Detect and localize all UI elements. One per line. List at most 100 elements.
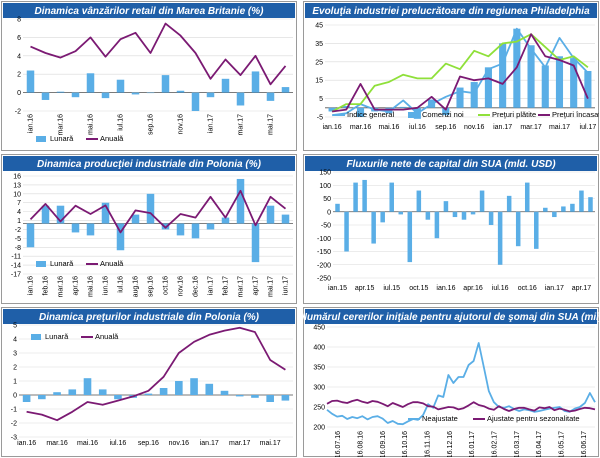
phila-industry-bar (328, 107, 336, 112)
pl-producer-prices-title-bar (3, 309, 295, 324)
pl-industrial-production-xtick: ian.16 (28, 276, 35, 295)
us-jobless-claims-xtick: 16.11.16 (425, 431, 432, 457)
uk-retail-bar (251, 71, 260, 93)
pl-industrial-production-ytick: 7 (17, 200, 21, 207)
us-capital-flows-bar (506, 195, 512, 212)
pl-industrial-production-bar (221, 217, 230, 224)
us-capital-flows-title: Fluxurile nete de capital din SUA (mld. … (346, 159, 556, 170)
pl-industrial-production-bar (131, 214, 140, 224)
pl-producer-prices-legend-label: Lunară (45, 332, 69, 341)
us-capital-flows-xtick: apr.15 (355, 285, 375, 292)
phila-industry-bar (527, 45, 535, 108)
uk-retail-bar (131, 92, 140, 95)
phila-industry-legend-swatch (408, 112, 418, 118)
pl-producer-prices-ytick: 4 (13, 337, 17, 344)
phila-industry-bar (570, 58, 578, 108)
chart-uk-retail-svg: Dinamica vânzărilor retail din Marea Bri… (1, 1, 297, 151)
pl-industrial-production-ytick: -8 (15, 245, 21, 252)
uk-retail-xtick: nov.16 (178, 114, 185, 135)
pl-industrial-production-ytick: 1 (17, 218, 21, 225)
chart-uk-retail: Dinamica vânzărilor retail din Marea Bri… (1, 1, 297, 151)
uk-retail-ytick: 8 (17, 17, 21, 24)
uk-retail-ytick: -2 (15, 109, 21, 116)
phila-industry-xtick: iul.17 (580, 124, 597, 131)
us-capital-flows-title-bar (305, 156, 597, 171)
pl-industrial-production-xtick: feb.16 (43, 276, 50, 296)
pl-industrial-production-bar (251, 223, 260, 263)
us-capital-flows-bar (452, 211, 458, 218)
us-capital-flows-bar (515, 211, 521, 247)
us-jobless-claims-frame (303, 307, 599, 457)
us-capital-flows-bar (416, 190, 422, 212)
uk-retail-line-anual- (30, 22, 287, 86)
pl-producer-prices-xtick: mar.16 (46, 440, 68, 447)
phila-industry-legend-label: Preţuri plătite (492, 110, 536, 119)
uk-retail-bar (191, 92, 200, 111)
us-capital-flows-ytick: -200 (317, 262, 331, 269)
us-capital-flows-frame (303, 154, 599, 304)
uk-retail-legend-label: Anuală (100, 134, 124, 143)
pl-industrial-production-ytick: -2 (15, 227, 21, 234)
pl-industrial-production-ytick: -17 (11, 272, 21, 279)
pl-industrial-production-xtick: apr.16 (73, 276, 80, 296)
uk-retail-bar (56, 91, 65, 93)
us-capital-flows-xtick: oct.16 (518, 285, 537, 292)
pl-producer-prices-bar (83, 378, 92, 395)
us-capital-flows-bar (353, 182, 358, 212)
uk-retail-ytick: 0 (17, 90, 21, 97)
pl-producer-prices-xtick: ian.17 (200, 440, 219, 447)
us-capital-flows-bar (461, 211, 467, 220)
us-capital-flows-ytick: -50 (321, 223, 331, 230)
pl-industrial-production-xtick: mai.16 (88, 276, 95, 297)
chart-pl-industrial-production-svg: Dinamica producţiei industriale din Polo… (1, 154, 297, 304)
phila-industry-xtick: mai.16 (378, 124, 399, 131)
us-capital-flows-bar (561, 206, 566, 212)
uk-retail-bar (116, 79, 125, 93)
uk-retail-ytick: 4 (17, 53, 21, 60)
pl-producer-prices-ytick: 3 (13, 351, 17, 358)
uk-retail-bar (266, 92, 275, 101)
uk-retail-bar (236, 92, 245, 106)
us-capital-flows-bar (425, 211, 431, 220)
pl-industrial-production-bar (281, 214, 290, 224)
phila-industry-ytick: -5 (317, 115, 323, 122)
us-capital-flows-xtick: iul.16 (492, 285, 509, 292)
phila-industry-xtick: mai.17 (549, 124, 570, 131)
uk-retail-bar (206, 92, 215, 98)
phila-industry-legend-label: Preţuri încasate (552, 110, 599, 119)
chart-pl-producer-prices-svg: Dinamica preţurilor industriale din Polo… (1, 307, 297, 457)
us-capital-flows-bar (524, 182, 530, 212)
phila-industry-bar (555, 56, 564, 108)
chart-us-capital-flows: Fluxurile nete de capital din SUA (mld. … (303, 154, 599, 304)
phila-industry-bar (470, 82, 478, 108)
chart-us-jobless-claims-svg: Numărul cererilor iniţiale pentru ajutor… (303, 307, 599, 457)
phila-industry-ytick: 45 (315, 23, 323, 30)
us-jobless-claims-ytick: 400 (313, 345, 325, 352)
us-capital-flows-xtick: apr.16 (463, 285, 483, 292)
pl-producer-prices-title: Dinamica preţurilor industriale din Polo… (39, 312, 260, 323)
phila-industry-bar (456, 87, 464, 108)
phila-industry-line-pre-uri-ncasate (331, 33, 589, 113)
us-capital-flows-bar (588, 197, 593, 212)
uk-retail-title: Dinamica vânzărilor retail din Marea Bri… (35, 6, 265, 17)
uk-retail-bar (101, 92, 110, 99)
phila-industry-title: Evoluţia industriei prelucrătoare din re… (312, 6, 590, 17)
uk-retail-legend-label: Lunară (50, 134, 74, 143)
pl-producer-prices-ytick: 0 (13, 393, 17, 400)
uk-retail-bar (41, 92, 50, 100)
phila-industry-bar (541, 65, 549, 108)
pl-industrial-production-ytick: 4 (17, 209, 21, 216)
pl-industrial-production-legend-label: Anuală (100, 259, 124, 268)
phila-industry-xtick: mar.17 (520, 124, 542, 131)
uk-retail-title-bar (3, 3, 295, 18)
phila-industry-legend-label: Indice general (347, 110, 394, 119)
us-jobless-claims-xtick: 16.09.16 (380, 431, 387, 457)
pl-producer-prices-legend-swatch (31, 334, 41, 340)
uk-retail-bar (26, 70, 35, 93)
us-jobless-claims-xtick: 16.02.17 (492, 431, 499, 457)
us-jobless-claims-title-bar (305, 309, 597, 324)
us-capital-flows-xtick: ian.15 (328, 285, 347, 292)
phila-industry-ytick: 5 (319, 96, 323, 103)
pl-industrial-production-bar (101, 202, 110, 224)
pl-industrial-production-ytick: -5 (15, 236, 21, 243)
